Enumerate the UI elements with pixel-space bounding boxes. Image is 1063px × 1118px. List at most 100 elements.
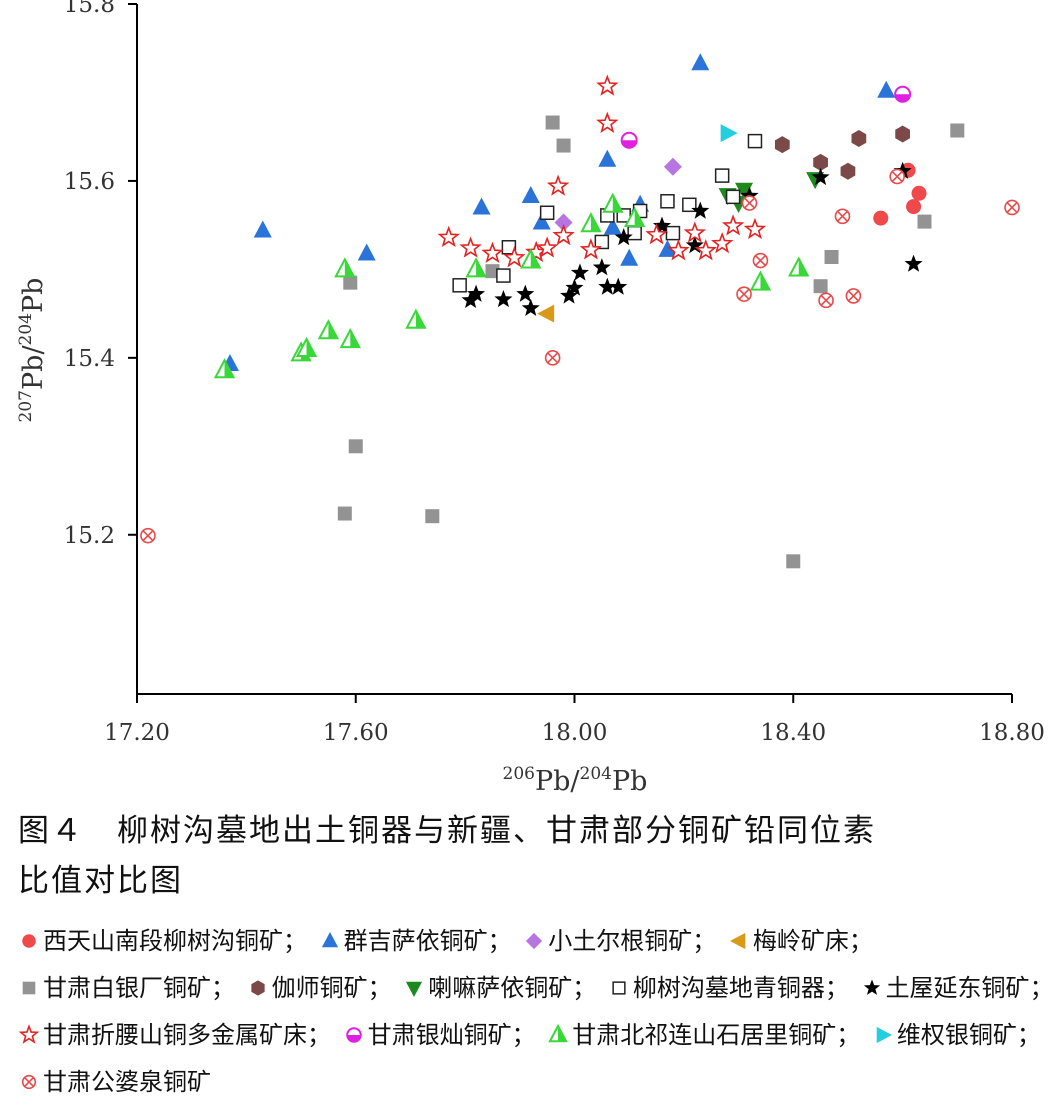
data-point [560,286,579,304]
legend-separator: ； [836,1021,861,1049]
data-point [721,214,745,236]
data-point [877,80,896,98]
data-point [334,257,356,278]
legend-separator: ； [367,974,392,1002]
data-point [494,289,513,308]
series-triangle-left [537,304,555,323]
series-square [337,115,965,569]
legend-label: 甘肃北祁连山石居里铜矿 [572,1021,837,1049]
x-tick-label: 17.60 [323,720,389,746]
y-axis-label: 207Pb/204Pb [16,278,49,423]
caption-line-1: 图４ 柳树沟墓地出土铜器与新疆、甘肃部分铜矿铅同位素 [18,813,876,849]
data-point [213,358,236,379]
data-point [786,554,801,569]
data-point [467,284,486,302]
data-point [520,248,542,269]
data-point [1004,199,1020,216]
data-point [623,206,646,227]
data-point [665,225,681,241]
legend-marker-circle [22,934,36,948]
legend-item: 伽师铜矿 [247,974,368,1002]
series-star [461,161,923,316]
data-point [596,111,619,133]
legend-marker-triangle-down [406,981,423,997]
legend-label: 土屋延东铜矿 [885,974,1030,1002]
data-point [516,284,535,302]
legend-item: 柳树沟墓地青铜器 [608,974,825,1002]
data-point [950,123,965,138]
series-triangle-up [220,53,896,372]
data-point [521,298,540,316]
x-tick-label: 18.80 [979,720,1045,746]
data-point [501,240,517,255]
data-point [740,186,759,204]
data-point [813,279,828,294]
legend-marker-square [22,981,36,995]
y-tick-label: 15.4 [64,346,115,372]
data-point [337,506,352,521]
legend-label: 柳树沟墓地青铜器 [632,974,825,1002]
data-point [544,350,561,366]
data-point [660,194,675,209]
data-point [818,292,834,309]
data-point [140,527,156,544]
data-point [485,264,500,279]
legend-label: 甘肃折腰山铜多金属矿床 [43,1021,307,1049]
data-point [532,212,551,230]
data-point [465,257,487,278]
legend-separator: ； [572,974,597,1002]
data-point [317,319,340,340]
data-point [911,185,927,201]
data-point [667,239,690,261]
data-point [565,278,584,296]
legend-marker-circle-x [21,1074,37,1090]
x-tick-label: 17.20 [104,720,170,746]
y-tick-label: 15.8 [64,0,115,18]
data-point [405,308,427,329]
legend-separator: ； [283,927,307,955]
data-point [813,153,828,171]
data-point [452,278,467,293]
data-point [425,509,440,524]
data-point [743,217,767,240]
data-point [720,124,738,143]
legend-marker-triangle-left [729,932,746,950]
data-point [537,304,555,323]
data-points [140,53,1020,569]
y-tick-label: 15.6 [64,169,115,195]
data-point [894,85,912,103]
legend-item: 甘肃白银厂铜矿 [18,974,211,1002]
x-tick-label: 18.40 [760,720,826,746]
legend-separator: ； [1029,974,1054,1002]
series-circle-x [140,168,1020,544]
data-point [594,234,610,250]
legend-item: 土屋延东铜矿 [861,974,1030,1002]
legend: 西天山南段柳树沟铜矿； 群吉萨依铜矿； 小土尔根铜矿； 梅岭矿床； 甘肃白银厂铜… [18,918,1058,1106]
legend-item: 维权银铜矿 [872,1021,1017,1049]
data-point [840,162,856,180]
legend-item: 喇嘛萨依铜矿 [403,974,572,1002]
legend-separator: ； [211,974,235,1002]
data-point [895,125,910,143]
data-point [851,129,867,147]
legend-item: 西天山南段柳树沟铜矿 [18,927,283,955]
series-triangle-open [213,192,810,379]
chart-axes [136,4,1012,695]
legend-marker-star [863,979,880,995]
x-tick-label: 18.00 [542,720,608,746]
legend-label: 甘肃银灿铜矿 [367,1021,512,1049]
data-point [834,208,851,225]
data-point [481,241,504,263]
data-point [539,205,555,221]
x-axis-label: 206Pb/204Pb [503,764,648,797]
data-point [603,217,622,235]
data-point [627,225,642,241]
data-point [747,133,763,149]
legend-separator: ； [824,974,849,1002]
data-point [735,182,754,200]
legend-separator: ； [487,927,512,955]
data-point [620,131,638,149]
legend-item: 甘肃公婆泉铜矿 [18,1068,211,1096]
data-point [741,195,758,211]
scatter-chart: 17.20 17.60 18.00 18.40 18.80 15.2 15.4 15.6 15.… [16,0,1045,797]
